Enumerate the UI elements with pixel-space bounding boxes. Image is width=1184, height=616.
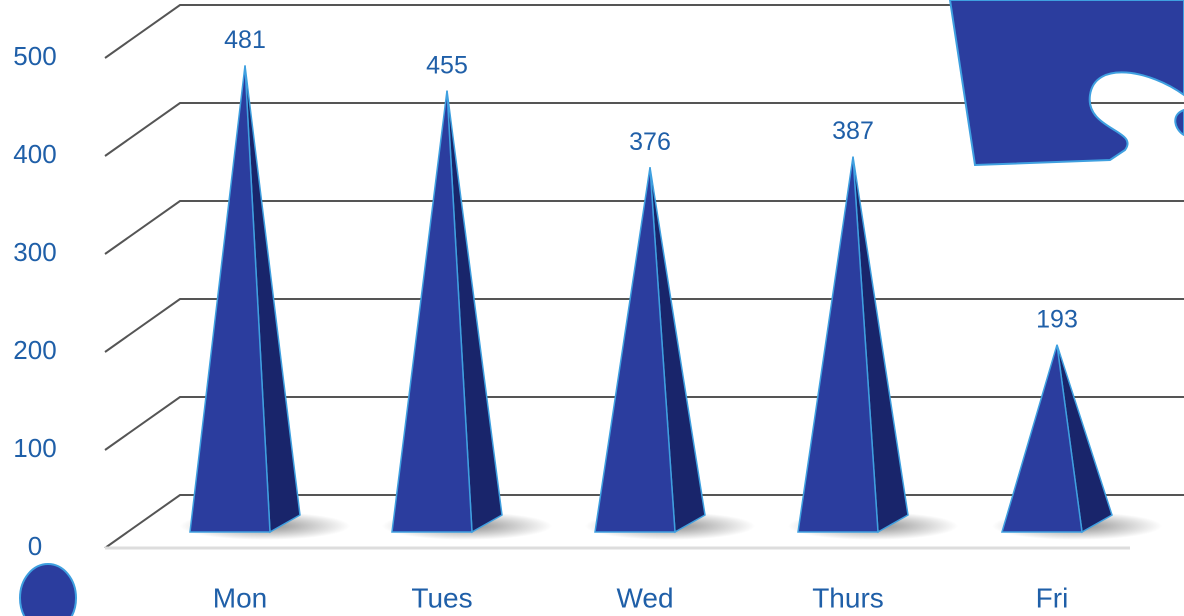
x-tick-label: Thurs <box>812 582 884 613</box>
x-tick-label: Mon <box>213 582 267 613</box>
value-label: 387 <box>832 117 874 145</box>
y-tick-label: 500 <box>13 41 56 71</box>
value-label: 193 <box>1036 305 1078 333</box>
bar <box>391 90 503 534</box>
bar-front <box>797 156 879 533</box>
grid <box>104 4 1184 550</box>
marks: 481 455 376 387 193 <box>180 26 1162 540</box>
bar-front <box>189 65 271 533</box>
grid-line <box>104 102 1184 157</box>
value-label: 455 <box>426 51 468 79</box>
bar-front <box>1000 344 1083 533</box>
bar <box>189 65 301 534</box>
y-tick-label: 100 <box>13 433 56 463</box>
bar <box>1000 344 1113 534</box>
value-label: 376 <box>629 128 671 156</box>
puzzle-piece <box>948 0 1184 167</box>
puzzle-piece-edge <box>1174 108 1184 137</box>
grid-line <box>104 4 1184 59</box>
y-tick-label: 200 <box>13 335 56 365</box>
x-tick-label: Fri <box>1036 582 1069 613</box>
decoration-blob <box>19 563 77 616</box>
bar-front <box>594 167 676 533</box>
value-label: 481 <box>224 26 266 54</box>
y-tick-label: 400 <box>13 139 56 169</box>
y-tick-label: 300 <box>13 237 56 267</box>
bar-front <box>391 90 473 533</box>
x-tick-label: Wed <box>616 582 673 613</box>
x-tick-label: Tues <box>411 582 472 613</box>
y-tick-label: 0 <box>28 531 42 561</box>
bar <box>594 167 706 534</box>
bar <box>797 156 909 534</box>
